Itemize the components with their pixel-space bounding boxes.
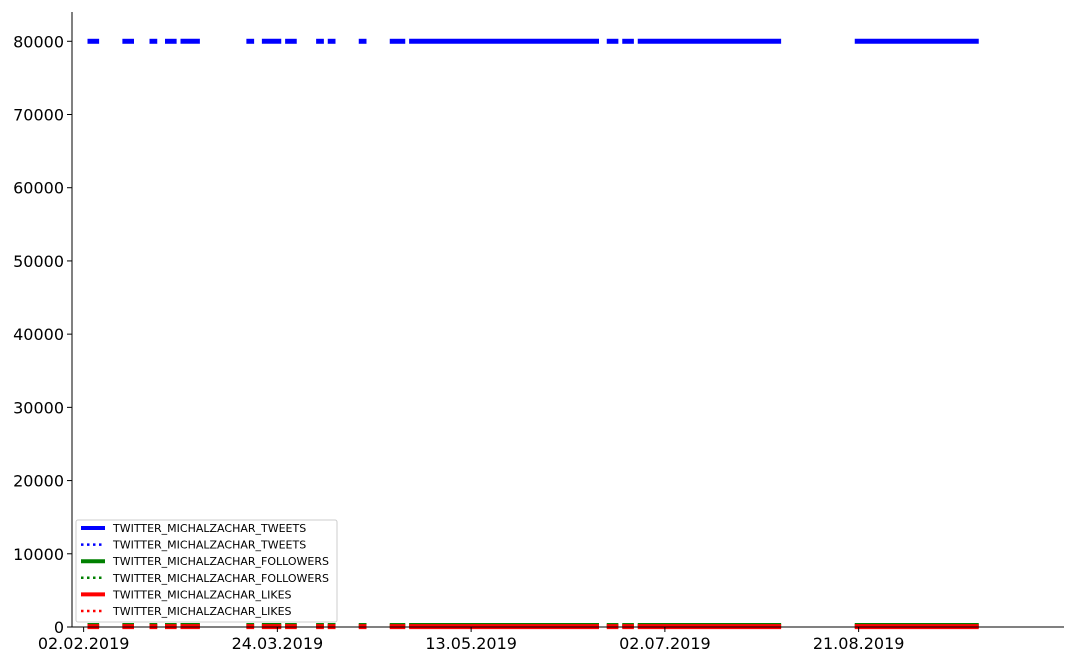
legend-label: TWITTER_MICHALZACHAR_LIKES	[112, 588, 292, 601]
legend-frame	[75, 519, 338, 623]
y-tick-label: 50000	[13, 252, 64, 271]
legend-label: TWITTER_MICHALZACHAR_LIKES	[112, 605, 292, 618]
x-tick-label: 21.08.2019	[813, 634, 905, 653]
x-tick-label: 02.02.2019	[38, 634, 130, 653]
x-ticks-layer: 02.02.2019 24.03.2019 13.05.2019 02.07.2019…	[38, 627, 905, 653]
y-tick-label: 30000	[13, 398, 64, 417]
legend: TWITTER_MICHALZACHAR_TWEETS TWITTER_MICHA…	[75, 519, 338, 623]
legend-label: TWITTER_MICHALZACHAR_TWEETS	[112, 522, 306, 535]
y-tick-label: 80000	[13, 32, 64, 51]
x-tick-label: 13.05.2019	[425, 634, 517, 653]
x-tick-label: 02.07.2019	[619, 634, 711, 653]
y-tick-label: 40000	[13, 325, 64, 344]
y-tick-label: 0	[54, 618, 64, 637]
legend-label: TWITTER_MICHALZACHAR_FOLLOWERS	[112, 572, 329, 585]
y-tick-label: 20000	[13, 472, 64, 491]
legend-label: TWITTER_MICHALZACHAR_FOLLOWERS	[112, 555, 329, 568]
y-tick-label: 10000	[13, 545, 64, 564]
y-ticks-layer: 0 10000 20000 30000 40000 50000 60000 70000 8000…	[13, 32, 72, 637]
y-tick-label: 70000	[13, 106, 64, 125]
x-tick-label: 24.03.2019	[232, 634, 324, 653]
legend-label: TWITTER_MICHALZACHAR_TWEETS	[112, 539, 306, 552]
y-tick-label: 60000	[13, 179, 64, 198]
